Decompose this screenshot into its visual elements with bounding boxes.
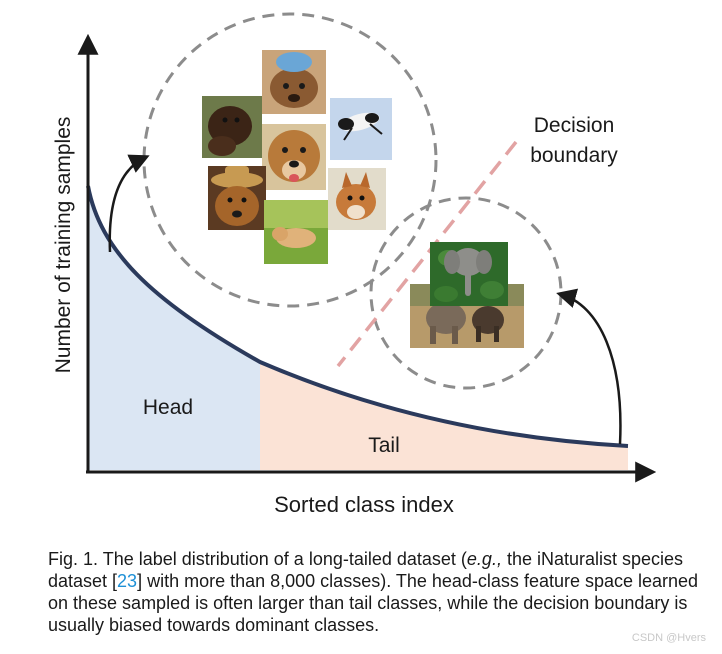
tail-image-cluster [410, 242, 524, 348]
figure-caption: Fig. 1. The label distribution of a long… [48, 548, 708, 636]
watermark: CSDN @Hvers [631, 632, 706, 644]
tail-label: Tail [368, 434, 400, 457]
tail-arrow [556, 288, 622, 445]
x-axis-label: Sorted class index [274, 492, 454, 517]
dog-with-ice-pack-image [262, 50, 326, 114]
head-arrow [108, 154, 150, 253]
caption-text-3: ] with more than 8,000 classes). The hea… [48, 571, 699, 635]
dog-dark-fluffy-image [202, 96, 262, 158]
head-image-cluster [202, 50, 392, 264]
caption-eg: e.g., [466, 549, 502, 569]
head-label: Head [143, 396, 193, 419]
long-tail-curve [86, 185, 629, 448]
head-region [88, 186, 260, 470]
head-feature-circle [142, 12, 438, 308]
caption-text-2: the iNaturalist species dataset [ [48, 549, 684, 591]
y-axis-label: Number of training samples [52, 117, 75, 374]
dog-golden-retriever-image [262, 124, 326, 190]
decision-boundary-line [336, 140, 518, 368]
dog-lying-on-grass-image [264, 200, 328, 264]
citation-link[interactable]: 23 [117, 571, 138, 591]
decision-boundary-label-line2: boundary [530, 144, 618, 167]
dog-fox-like-image [328, 168, 386, 230]
dog-wearing-hat-image [208, 166, 266, 230]
caption-text-1: Fig. 1. The label distribution of a long… [48, 549, 467, 569]
tail-region [260, 362, 628, 470]
elephant-in-foliage-image [430, 242, 508, 306]
dog-running-image [330, 98, 392, 160]
decision-boundary-label-line1: Decision [534, 114, 615, 137]
long-tail-diagram: Number of training samples Sorted class … [52, 12, 657, 517]
